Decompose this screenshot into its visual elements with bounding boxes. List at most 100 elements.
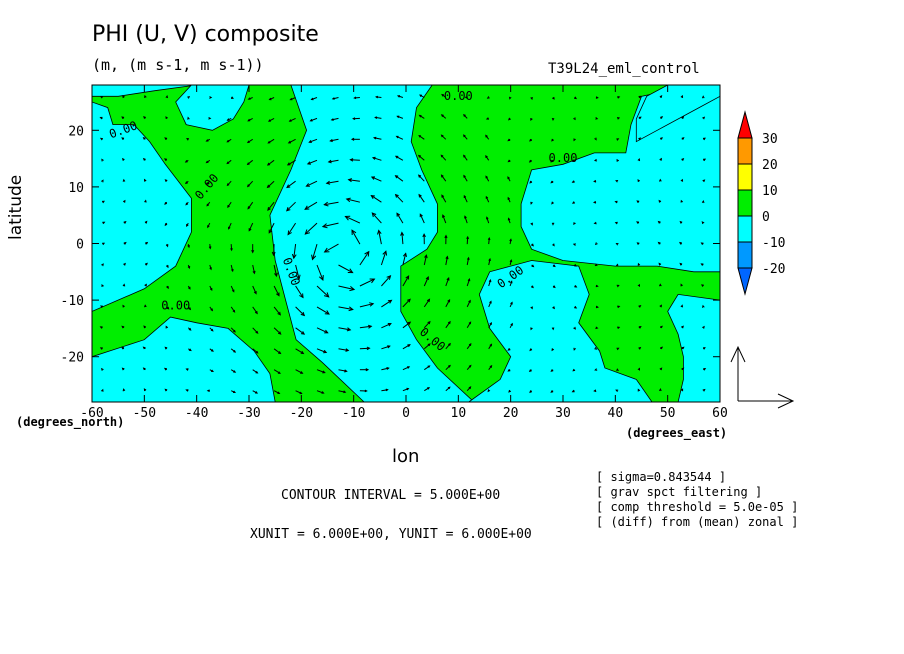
wind-vector — [466, 257, 470, 266]
wind-vector-head — [266, 184, 271, 189]
wind-vector-head — [552, 96, 555, 100]
wind-vector-head — [206, 389, 210, 393]
wind-vector-head — [660, 137, 663, 140]
wind-vector — [463, 195, 468, 203]
reference-vector — [730, 345, 795, 409]
wind-vector-head — [188, 348, 192, 352]
wind-vector-head — [468, 321, 472, 325]
wind-vector — [346, 198, 361, 203]
wind-vector-head — [636, 242, 640, 245]
wind-vector — [316, 264, 324, 281]
wind-vector-head — [530, 201, 533, 205]
contour-region — [92, 101, 192, 402]
wind-vector-head — [508, 389, 512, 393]
wind-vector-head — [210, 369, 214, 373]
wind-vector — [288, 138, 296, 144]
wind-vector-head — [571, 389, 575, 393]
wind-vector-head — [617, 117, 621, 120]
wind-vector — [445, 256, 448, 266]
wind-vector-head — [427, 387, 431, 390]
colorbar-label: -20 — [762, 262, 785, 277]
wind-vector-head — [679, 220, 683, 224]
vector-units: XUNIT = 6.000E+00, YUNIT = 6.000E+00 — [250, 527, 532, 542]
wind-vector — [273, 327, 282, 335]
wind-vector-head — [407, 344, 411, 348]
wind-vector-head — [615, 263, 619, 267]
wind-vector-head — [364, 389, 368, 393]
wind-vector-head — [638, 346, 642, 350]
x-tick-label: -40 — [185, 406, 208, 421]
wind-vector-head — [231, 289, 235, 293]
wind-vector — [418, 194, 425, 203]
wind-vector-head — [572, 159, 576, 162]
wind-vector-head — [230, 96, 234, 99]
wind-vector-head — [660, 325, 663, 329]
wind-vector-head — [551, 201, 554, 205]
wind-vector-head — [323, 247, 330, 253]
wind-vector-head — [230, 248, 233, 252]
wind-vector-head — [487, 237, 491, 241]
wind-vector-head — [615, 180, 619, 183]
wind-vector-head — [267, 207, 271, 211]
wind-vector-head — [418, 134, 422, 138]
wind-vector-head — [680, 388, 684, 392]
wind-vector — [310, 117, 318, 122]
wind-vector — [287, 159, 296, 166]
wind-vector-head — [419, 213, 423, 218]
wind-vector-head — [205, 160, 209, 164]
wind-vector-head — [121, 137, 125, 140]
wind-vector-head — [246, 140, 250, 144]
wind-vector-head — [637, 179, 641, 183]
wind-vector-head — [703, 158, 707, 162]
x-tick-label: -10 — [342, 406, 365, 421]
wind-vector-head — [255, 391, 259, 394]
wind-vector-head — [681, 137, 685, 140]
wind-vector-head — [551, 117, 555, 121]
wind-vector — [401, 232, 404, 245]
wind-vector-head — [142, 346, 146, 350]
wind-vector — [442, 215, 447, 224]
wind-vector-head — [406, 298, 411, 303]
x-tick-label: 20 — [503, 406, 519, 421]
wind-vector — [316, 369, 325, 374]
wind-vector-head — [121, 157, 125, 161]
wind-vector-head — [277, 311, 281, 316]
wind-vector-head — [614, 221, 618, 225]
wind-vector — [252, 306, 258, 314]
wind-vector-head — [394, 175, 399, 179]
wind-vector-head — [418, 193, 422, 198]
note-line: [ sigma=0.843544 ] — [596, 470, 727, 484]
note-line: [ grav spct filtering ] — [596, 485, 763, 499]
wind-vector-head — [163, 158, 167, 161]
wind-vector-head — [345, 197, 351, 203]
wind-vector-head — [327, 159, 332, 164]
wind-vector-head — [255, 330, 259, 334]
wind-vector-head — [552, 243, 555, 247]
wind-vector-head — [702, 137, 706, 141]
wind-vector-head — [571, 201, 575, 204]
wind-vector — [441, 174, 447, 182]
wind-vector-head — [595, 96, 599, 99]
wind-vector-head — [209, 267, 212, 271]
wind-vector-head — [510, 322, 513, 326]
wind-vector — [402, 253, 407, 266]
wind-vector-head — [593, 389, 597, 393]
wind-vector-head — [467, 278, 471, 282]
wind-vector-head — [507, 368, 511, 372]
wind-vector-head — [99, 116, 103, 120]
wind-vector-head — [658, 283, 662, 287]
colorbar-segment — [737, 189, 753, 217]
wind-vector-head — [447, 386, 451, 390]
wind-vector-head — [286, 207, 291, 212]
wind-vector-head — [463, 114, 466, 117]
colorbar-segment — [737, 241, 753, 269]
wind-vector — [371, 195, 382, 203]
wind-vector-head — [352, 117, 356, 120]
wind-vector-head — [186, 223, 189, 227]
wind-vector-head — [593, 158, 598, 162]
wind-vector-head — [274, 272, 278, 278]
wind-vector-head — [638, 95, 642, 99]
wind-vector-head — [659, 157, 662, 161]
wind-vector-head — [346, 327, 352, 332]
